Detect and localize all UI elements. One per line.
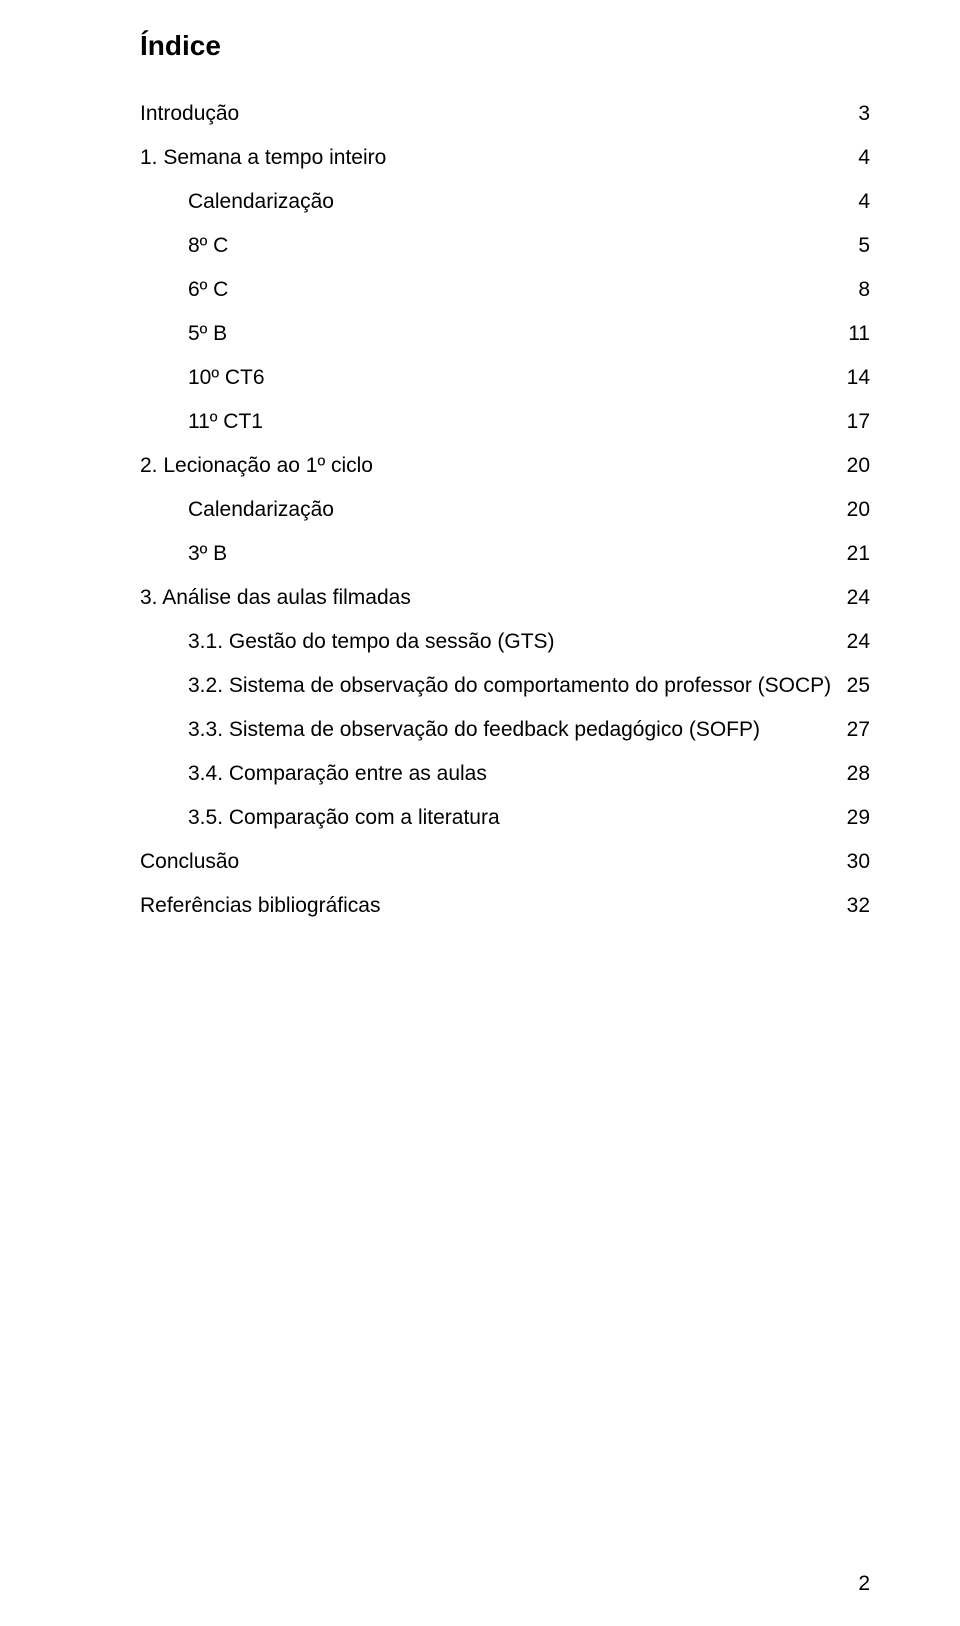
toc-entry: 2. Lecionação ao 1º ciclo 20 [140,454,870,478]
toc-entry-label: 10º CT6 [188,366,265,390]
toc-title: Índice [140,30,870,62]
toc-entry: 3.1. Gestão do tempo da sessão (GTS) 24 [188,630,870,654]
toc-entry-label: 3.3. Sistema de observação do feedback p… [188,718,760,742]
toc-entry-label: Conclusão [140,850,239,874]
toc-entry: 3.4. Comparação entre as aulas 28 [188,762,870,786]
toc-entry-label: 3.4. Comparação entre as aulas [188,762,487,786]
toc-entry-label: 3.5. Comparação com a literatura [188,806,500,830]
toc-entry-label: 6º C [188,278,228,302]
toc-entry-page: 27 [847,718,870,742]
toc-entry-page: 4 [858,190,870,214]
toc-entry: 5º B 11 [188,322,870,346]
toc-entry: 3.5. Comparação com a literatura 29 [188,806,870,830]
toc-entry: Conclusão 30 [140,850,870,874]
toc-entry: 3.3. Sistema de observação do feedback p… [188,718,870,742]
toc-entry: Calendarização 20 [188,498,870,522]
toc-entry-label: 8º C [188,234,228,258]
toc-entry-page: 20 [847,454,870,478]
toc-entry-label: 1. Semana a tempo inteiro [140,146,386,170]
toc-entry-page: 30 [847,850,870,874]
toc-entry-page: 24 [847,586,870,610]
toc-entry-page: 28 [847,762,870,786]
toc-entry-page: 32 [847,894,870,918]
toc-entry-page: 24 [847,630,870,654]
toc-entry-label: Calendarização [188,190,334,214]
toc-entry-label: 11º CT1 [188,410,263,434]
toc-entry: Referências bibliográficas 32 [140,894,870,918]
toc-entry-label: Introdução [140,102,239,126]
toc-entry-label: 5º B [188,322,227,346]
toc-entry-page: 4 [858,146,870,170]
toc-entry: 3. Análise das aulas filmadas 24 [140,586,870,610]
toc-entry-label: 3.2. Sistema de observação do comportame… [188,674,831,698]
toc-entry-label: 2. Lecionação ao 1º ciclo [140,454,373,478]
toc-entry: 1. Semana a tempo inteiro 4 [140,146,870,170]
toc-list: Introdução31. Semana a tempo inteiro4Cal… [140,102,870,918]
toc-entry: 11º CT1 17 [188,410,870,434]
toc-entry-page: 5 [858,234,870,258]
toc-entry: 6º C 8 [188,278,870,302]
toc-entry-label: 3.1. Gestão do tempo da sessão (GTS) [188,630,555,654]
toc-entry: 3.2. Sistema de observação do comportame… [188,674,870,698]
toc-entry-page: 11 [848,322,870,346]
toc-entry: 8º C 5 [188,234,870,258]
toc-entry-page: 25 [847,674,870,698]
toc-entry: 10º CT6 14 [188,366,870,390]
toc-entry-label: 3º B [188,542,227,566]
toc-entry-page: 17 [847,410,870,434]
toc-entry-page: 21 [847,542,870,566]
toc-entry-page: 20 [847,498,870,522]
toc-entry-page: 14 [847,366,870,390]
toc-entry-page: 3 [858,102,870,126]
toc-entry-label: Calendarização [188,498,334,522]
page-number: 2 [858,1572,870,1596]
toc-entry-label: Referências bibliográficas [140,894,380,918]
toc-entry: 3º B 21 [188,542,870,566]
toc-entry: Introdução 3 [140,102,870,126]
toc-entry-label: 3. Análise das aulas filmadas [140,586,411,610]
toc-entry-page: 29 [847,806,870,830]
toc-entry: Calendarização 4 [188,190,870,214]
toc-entry-page: 8 [858,278,870,302]
